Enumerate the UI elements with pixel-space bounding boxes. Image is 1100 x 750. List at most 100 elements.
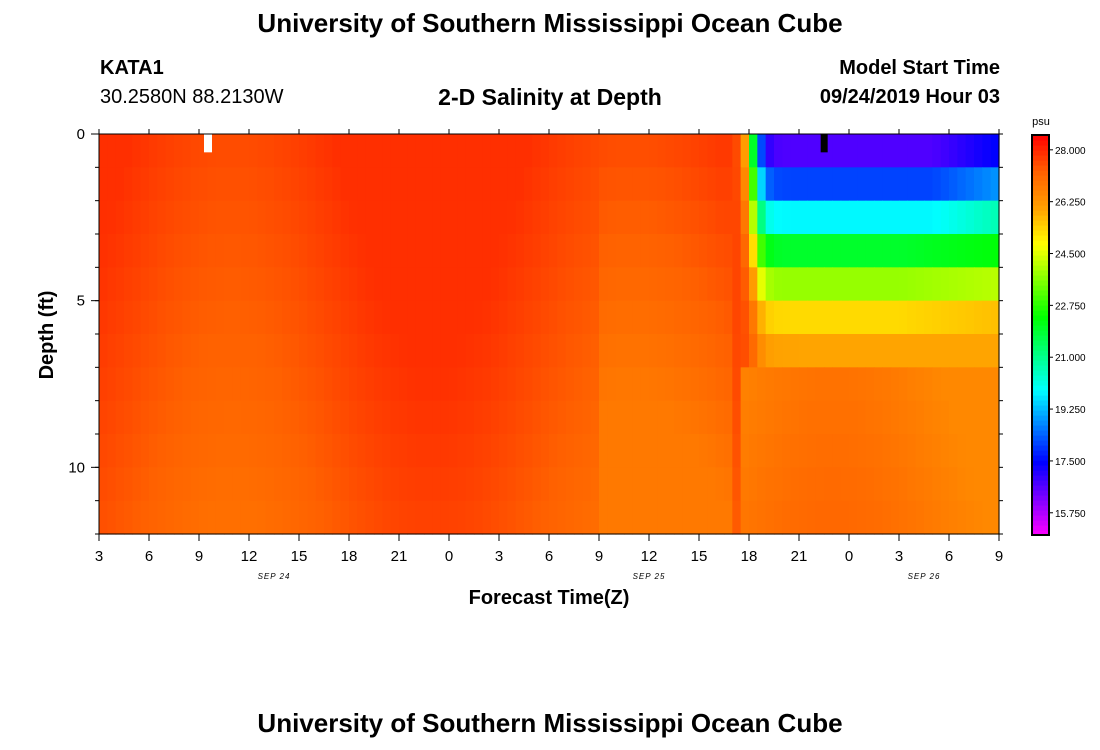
heatmap-cell bbox=[882, 167, 892, 202]
heatmap-cell bbox=[265, 200, 275, 235]
x-tick-label: 9 bbox=[195, 548, 203, 565]
heatmap-cell bbox=[565, 367, 575, 402]
heatmap-cell bbox=[657, 434, 667, 468]
x-date-label: SEP 25 bbox=[633, 572, 666, 581]
colorbar-segment bbox=[1032, 175, 1049, 181]
heatmap-cell bbox=[457, 434, 467, 468]
heatmap-cell bbox=[957, 134, 967, 168]
heatmap-cell bbox=[782, 300, 792, 335]
colorbar-segment bbox=[1032, 215, 1049, 221]
colorbar-segment bbox=[1032, 245, 1049, 251]
heatmap-cell bbox=[465, 500, 475, 535]
heatmap-cell bbox=[357, 434, 367, 468]
heatmap-cell bbox=[524, 400, 533, 435]
heatmap-cell bbox=[524, 367, 533, 402]
heatmap-cell bbox=[699, 500, 708, 535]
heatmap-cell bbox=[582, 400, 592, 435]
colorbar-segment bbox=[1032, 440, 1049, 446]
heatmap-cell bbox=[515, 267, 525, 302]
heatmap-cell bbox=[915, 300, 925, 335]
heatmap-cell bbox=[799, 134, 808, 168]
heatmap-cell bbox=[190, 267, 200, 302]
heatmap-cell bbox=[365, 134, 375, 168]
heatmap-cell bbox=[257, 434, 267, 468]
heatmap-cell bbox=[790, 467, 800, 502]
heatmap-cell bbox=[324, 367, 333, 402]
heatmap-cell bbox=[774, 434, 783, 468]
heatmap-cell bbox=[607, 300, 617, 335]
heatmap-cell bbox=[99, 400, 108, 435]
heatmap-cell bbox=[690, 234, 700, 268]
heatmap-cell bbox=[365, 500, 375, 535]
heatmap-cell bbox=[707, 134, 717, 168]
colorbar-segment bbox=[1032, 470, 1049, 476]
heatmap-cell bbox=[549, 400, 558, 435]
heatmap-cell bbox=[857, 134, 867, 168]
heatmap-cell bbox=[782, 400, 792, 435]
colorbar-segment bbox=[1032, 300, 1049, 306]
heatmap-cell bbox=[890, 134, 900, 168]
heatmap-cell bbox=[882, 200, 892, 235]
heatmap-cell bbox=[365, 200, 375, 235]
heatmap-cell bbox=[965, 334, 975, 368]
heatmap-cell bbox=[932, 134, 942, 168]
heatmap-cell bbox=[99, 334, 108, 368]
heatmap-cell bbox=[990, 400, 1000, 435]
heatmap-cell bbox=[640, 200, 650, 235]
heatmap-cell bbox=[357, 134, 367, 168]
heatmap-cell bbox=[157, 367, 167, 402]
heatmap-cell bbox=[424, 434, 433, 468]
heatmap-cell bbox=[124, 400, 133, 435]
heatmap-cell bbox=[257, 400, 267, 435]
heatmap-cell bbox=[340, 367, 350, 402]
heatmap-cell bbox=[949, 500, 958, 535]
heatmap-cell bbox=[207, 267, 217, 302]
heatmap-cell bbox=[557, 500, 567, 535]
heatmap-cell bbox=[799, 267, 808, 302]
heatmap-cell bbox=[624, 400, 633, 435]
heatmap-cell bbox=[982, 134, 992, 168]
heatmap-cell bbox=[974, 300, 983, 335]
heatmap-cell bbox=[599, 367, 608, 402]
heatmap-cell bbox=[615, 134, 625, 168]
heatmap-cell bbox=[299, 267, 308, 302]
chart-title: 2-D Salinity at Depth bbox=[438, 84, 662, 110]
heatmap-cell bbox=[649, 500, 658, 535]
heatmap-cell bbox=[132, 400, 142, 435]
heatmap-cell bbox=[940, 500, 950, 535]
x-tick-label: 18 bbox=[341, 548, 358, 565]
heatmap-cell bbox=[582, 134, 592, 168]
heatmap-cell bbox=[207, 300, 217, 335]
heatmap-cell bbox=[257, 500, 267, 535]
heatmap-cell bbox=[157, 134, 167, 168]
heatmap-cell bbox=[549, 467, 558, 502]
colorbar-segment bbox=[1032, 165, 1049, 171]
heatmap-cell bbox=[540, 300, 550, 335]
heatmap-cell bbox=[607, 267, 617, 302]
colorbar-segment bbox=[1032, 295, 1049, 301]
heatmap-cell bbox=[915, 400, 925, 435]
heatmap-cell bbox=[774, 334, 783, 368]
heatmap-cell bbox=[757, 367, 767, 402]
heatmap-cell bbox=[849, 200, 858, 235]
heatmap-cell bbox=[699, 400, 708, 435]
heatmap-cell bbox=[657, 234, 667, 268]
heatmap-cell bbox=[174, 467, 183, 502]
heatmap-cell bbox=[174, 200, 183, 235]
heatmap-cell bbox=[799, 200, 808, 235]
heatmap-cell bbox=[632, 300, 642, 335]
heatmap-cell bbox=[815, 400, 825, 435]
heatmap-cell bbox=[124, 367, 133, 402]
heatmap-cell bbox=[365, 434, 375, 468]
heatmap-cell bbox=[407, 400, 417, 435]
heatmap-cell bbox=[807, 434, 817, 468]
heatmap-cell bbox=[549, 367, 558, 402]
heatmap-cell bbox=[499, 467, 508, 502]
heatmap-cell bbox=[624, 500, 633, 535]
heatmap-cell bbox=[465, 367, 475, 402]
colorbar-unit: psu bbox=[1032, 116, 1050, 128]
heatmap-cell bbox=[765, 234, 775, 268]
heatmap-cell bbox=[224, 134, 233, 168]
heatmap-cell bbox=[290, 267, 300, 302]
heatmap-cell bbox=[607, 234, 617, 268]
